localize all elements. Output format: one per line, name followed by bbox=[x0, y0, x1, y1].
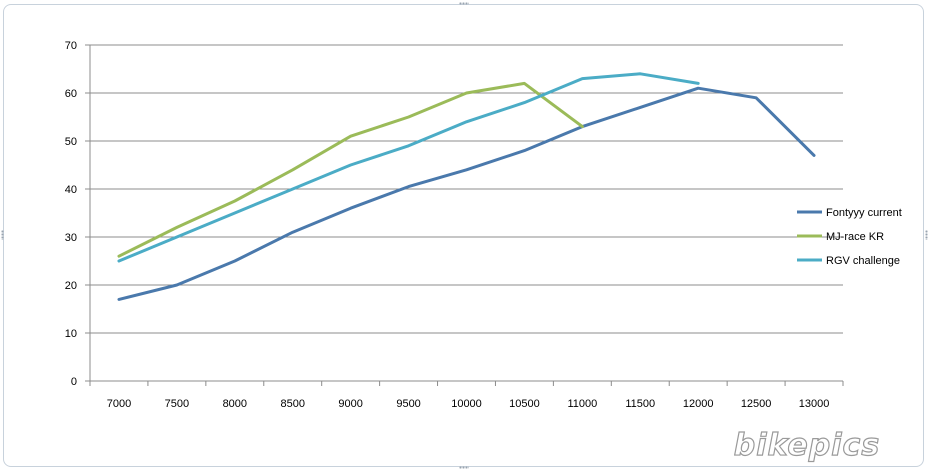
y-tick-labels: 0 10 20 30 40 50 60 70 bbox=[65, 40, 77, 388]
legend-label: Fontyyy current bbox=[826, 207, 902, 219]
gridlines bbox=[90, 44, 843, 334]
x-tick-label: 7500 bbox=[165, 398, 189, 410]
x-tick-label: 9500 bbox=[396, 398, 420, 410]
x-tick-labels: 7000 7500 8000 8500 9000 9500 10000 10500 11000 1… bbox=[107, 398, 830, 410]
series-lines bbox=[117, 72, 816, 301]
x-tick-label: 9000 bbox=[338, 398, 362, 410]
x-tick-label: 10500 bbox=[509, 398, 540, 410]
axes bbox=[85, 44, 844, 386]
x-tick-label: 12000 bbox=[683, 398, 714, 410]
y-tick-label: 30 bbox=[65, 232, 77, 244]
y-tick-label: 60 bbox=[65, 88, 77, 100]
y-tick-label: 40 bbox=[65, 184, 77, 196]
legend-label: RGV challenge bbox=[826, 255, 900, 267]
resize-handle-bottom[interactable] bbox=[459, 466, 469, 469]
svg-text:bikepics: bikepics bbox=[734, 428, 880, 463]
chart-area bbox=[3, 4, 924, 467]
y-tick-label: 10 bbox=[65, 328, 77, 340]
x-tick-label: 11500 bbox=[625, 398, 655, 410]
y-tick-label: 70 bbox=[65, 40, 77, 52]
x-tick-label: 8500 bbox=[280, 398, 304, 410]
y-tick-label: 0 bbox=[71, 376, 77, 388]
series-line-fontyyy-current bbox=[117, 86, 816, 301]
x-tick-label: 8000 bbox=[223, 398, 247, 410]
x-tick-label: 7000 bbox=[107, 398, 131, 410]
y-tick-label: 20 bbox=[65, 280, 77, 292]
x-tick-label: 12500 bbox=[741, 398, 772, 410]
x-tick-label: 11000 bbox=[567, 398, 597, 410]
series-line-rgv-challenge bbox=[117, 72, 700, 263]
legend: Fontyyy current MJ-race KR RGV challenge bbox=[797, 207, 902, 267]
series-line-mj-race-kr bbox=[117, 81, 584, 258]
resize-handle-left[interactable] bbox=[1, 230, 4, 240]
y-tick-label: 50 bbox=[65, 136, 77, 148]
x-tick-label: 10000 bbox=[451, 398, 482, 410]
legend-label: MJ-race KR bbox=[826, 231, 884, 243]
bikepics-watermark: bikepics bbox=[733, 427, 880, 463]
resize-handle-right[interactable] bbox=[925, 230, 928, 240]
x-tick-label: 13000 bbox=[799, 398, 830, 410]
resize-handle-top[interactable] bbox=[459, 2, 469, 5]
